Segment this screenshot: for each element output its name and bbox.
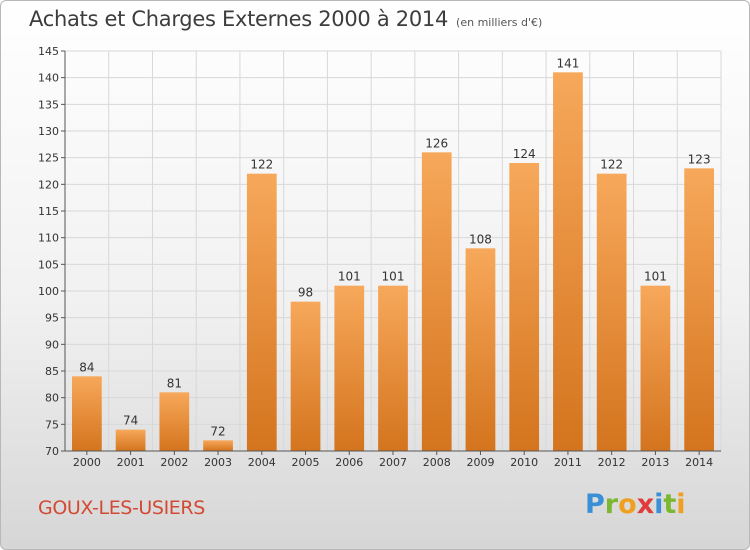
x-tick-label: 2009 (466, 456, 494, 469)
x-tick-label: 2004 (248, 456, 276, 469)
data-label: 141 (556, 56, 579, 70)
x-tick-label: 2002 (160, 456, 188, 469)
bar-2014 (684, 168, 715, 452)
y-tick-label: 135 (38, 98, 59, 111)
data-label: 98 (298, 286, 313, 300)
chart-title: Achats et Charges Externes 2000 à 2014 (e… (29, 7, 542, 31)
data-label: 108 (469, 232, 492, 246)
x-tick-label: 2012 (598, 456, 626, 469)
x-tick-label: 2003 (204, 456, 232, 469)
bar-2010 (509, 163, 540, 451)
bar-2000 (71, 376, 102, 451)
axes: 70 75 80 85 90 95 100 105 110 115 120 125 130 135 140 1… (38, 45, 721, 469)
data-label: 122 (250, 158, 273, 172)
y-tick-label: 90 (45, 338, 59, 351)
logo-letter: P (585, 489, 605, 520)
y-tick-label: 75 (45, 418, 59, 431)
data-label: 81 (167, 376, 182, 390)
x-tick-label: 2007 (379, 456, 407, 469)
data-label: 123 (688, 152, 711, 166)
x-tick-label: 2006 (335, 456, 363, 469)
y-tick-label: 145 (38, 45, 59, 58)
data-label: 122 (600, 158, 623, 172)
bar-2002 (159, 392, 190, 451)
bar-2006 (334, 285, 365, 451)
y-tick-label: 80 (45, 392, 59, 405)
bar-2001 (115, 429, 146, 451)
logo-letter: r (604, 489, 619, 520)
bar-2007 (378, 285, 408, 451)
data-label: 84 (79, 360, 94, 374)
x-tick-label: 2005 (292, 456, 320, 469)
bar-2012 (596, 173, 627, 451)
chart-subtitle: (en milliers d'€) (456, 16, 543, 29)
bar-2011 (553, 72, 583, 451)
data-label: 101 (338, 270, 361, 284)
y-tick-label: 120 (38, 178, 59, 191)
data-label: 101 (644, 270, 667, 284)
data-label: 101 (382, 270, 405, 284)
bar-2013 (640, 285, 671, 451)
x-tick-label: 2013 (641, 456, 669, 469)
logo-letter: t (663, 489, 677, 520)
bar-2008 (421, 152, 452, 452)
logo-letter: x (636, 489, 655, 520)
x-tick-label: 2014 (685, 456, 713, 469)
y-tick-label: 125 (38, 152, 59, 165)
x-tick-label: 2010 (510, 456, 538, 469)
y-tick-label: 95 (45, 312, 59, 325)
logo-letter: i (676, 489, 686, 520)
bar-2003 (203, 440, 233, 451)
bar-2005 (290, 301, 321, 451)
data-label: 126 (425, 136, 448, 150)
chart-title-text: Achats et Charges Externes 2000 à 2014 (29, 7, 449, 31)
data-label: 124 (513, 147, 536, 161)
y-tick-label: 110 (38, 232, 59, 245)
bars: 84 74 81 72 122 98 101 101 126 108 124 141 122 101 123 (71, 56, 715, 452)
y-tick-label: 105 (38, 258, 59, 271)
logo-letter: o (618, 489, 637, 520)
data-label: 72 (210, 424, 225, 438)
y-tick-label: 140 (38, 72, 59, 85)
y-tick-label: 70 (45, 445, 59, 458)
town-name: GOUX-LES-USIERS (38, 497, 205, 519)
y-tick-label: 85 (45, 365, 59, 378)
x-tick-label: 2008 (423, 456, 451, 469)
bar-2004 (246, 173, 277, 451)
data-label: 74 (123, 414, 138, 428)
y-tick-label: 115 (38, 205, 59, 218)
logo-letter: i (654, 489, 664, 520)
proxiti-logo: Proxiti (585, 489, 686, 520)
x-tick-label: 2001 (117, 456, 145, 469)
bar-2009 (465, 248, 496, 451)
x-tick-label: 2000 (73, 456, 101, 469)
x-tick-label: 2011 (554, 456, 582, 469)
y-tick-label: 100 (38, 285, 59, 298)
y-tick-label: 130 (38, 125, 59, 138)
